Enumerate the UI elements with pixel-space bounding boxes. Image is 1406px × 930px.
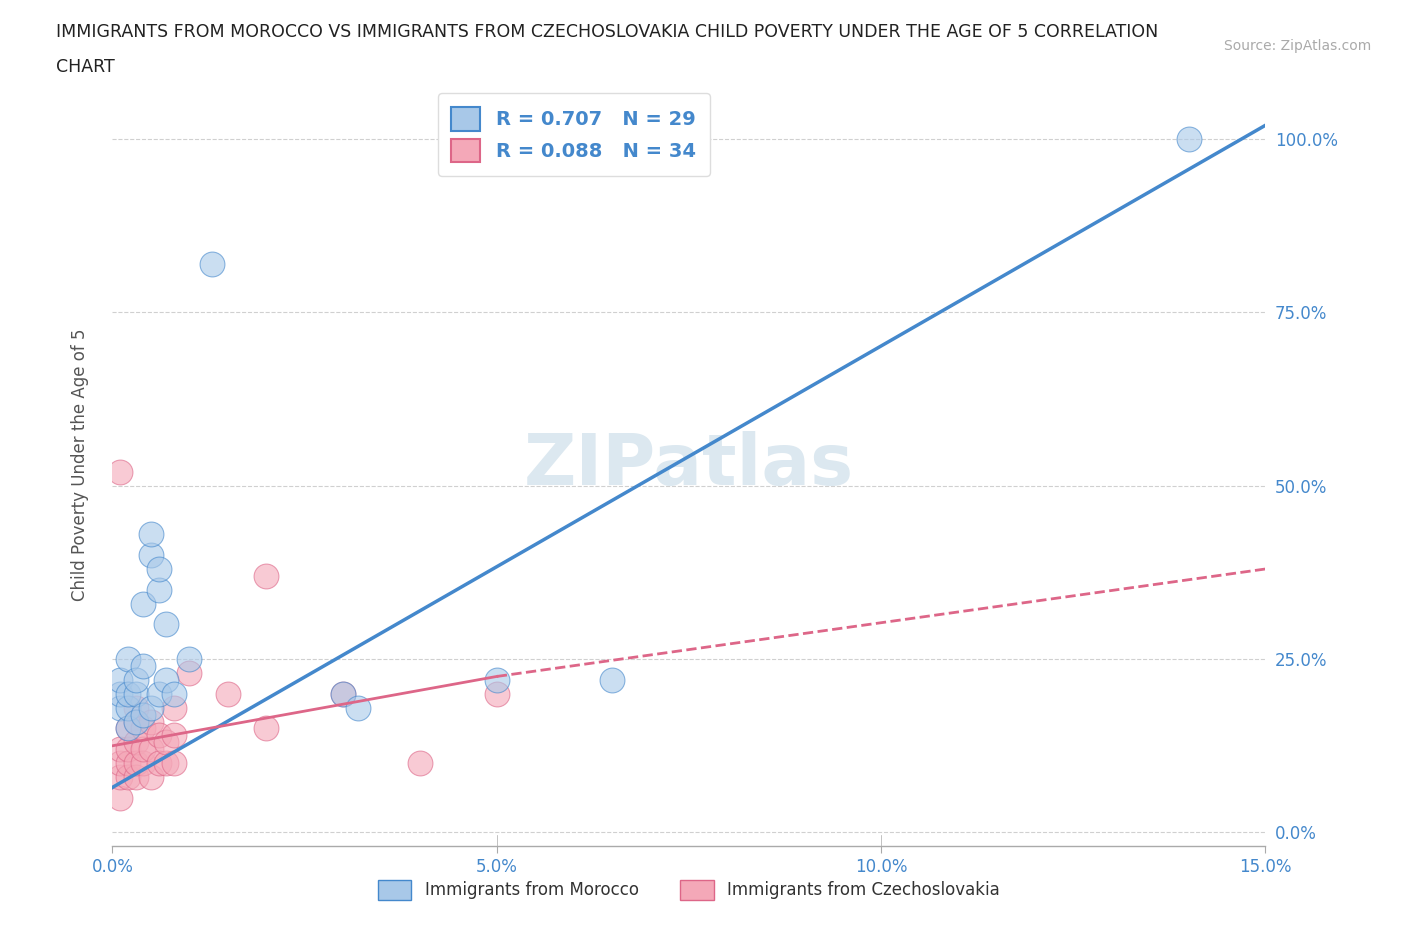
Point [132,756,155,771]
Point [108,672,131,687]
Point [600,672,623,687]
Point [139,769,162,784]
Text: Source: ZipAtlas.com: Source: ZipAtlas.com [1223,39,1371,53]
Point [108,742,131,757]
Point [132,707,155,722]
Point [139,714,162,729]
Point [179,652,201,667]
Point [124,686,146,701]
Point [117,686,139,701]
Point [254,721,277,736]
Point [155,735,177,750]
Point [201,257,224,272]
Point [124,714,146,729]
Point [485,686,508,701]
Point [148,728,170,743]
Point [139,527,162,542]
Point [254,568,277,583]
Point [117,742,139,757]
Point [124,735,146,750]
Point [124,700,146,715]
Point [139,742,162,757]
Point [124,769,146,784]
Point [485,672,508,687]
Point [179,666,201,681]
Point [132,596,155,611]
Point [132,658,155,673]
Point [155,672,177,687]
Point [108,756,131,771]
Point [163,756,186,771]
Point [139,700,162,715]
Point [217,686,239,701]
Point [139,548,162,563]
Point [148,582,170,597]
Point [108,686,131,701]
Point [124,714,146,729]
Text: ZIPatlas: ZIPatlas [524,431,853,499]
Point [1177,132,1199,147]
Point [108,464,131,479]
Point [163,728,186,743]
Point [148,686,170,701]
Y-axis label: Child Poverty Under the Age of 5: Child Poverty Under the Age of 5 [70,328,89,602]
Point [148,562,170,577]
Point [124,672,146,687]
Point [124,756,146,771]
Text: IMMIGRANTS FROM MOROCCO VS IMMIGRANTS FROM CZECHOSLOVAKIA CHILD POVERTY UNDER TH: IMMIGRANTS FROM MOROCCO VS IMMIGRANTS FR… [56,23,1159,41]
Point [117,769,139,784]
Point [155,756,177,771]
Point [148,756,170,771]
Point [108,769,131,784]
Point [332,686,354,701]
Point [347,700,370,715]
Point [117,652,139,667]
Point [155,617,177,631]
Point [117,700,139,715]
Text: CHART: CHART [56,58,115,75]
Point [409,756,432,771]
Point [163,686,186,701]
Point [163,700,186,715]
Point [117,721,139,736]
Point [332,686,354,701]
Point [108,700,131,715]
Point [132,742,155,757]
Point [117,756,139,771]
Point [108,790,131,805]
Point [132,721,155,736]
Legend: Immigrants from Morocco, Immigrants from Czechoslovakia: Immigrants from Morocco, Immigrants from… [371,873,1007,907]
Point [117,721,139,736]
